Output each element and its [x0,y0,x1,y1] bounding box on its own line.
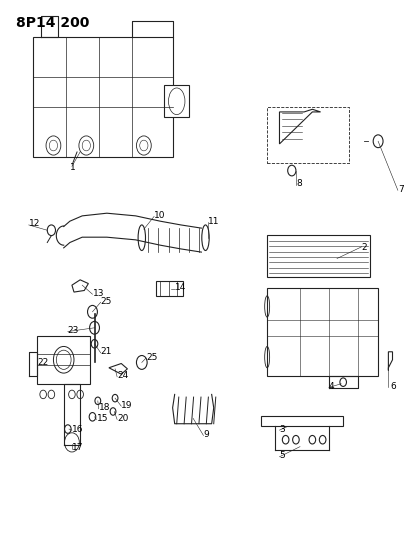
Text: 11: 11 [208,217,219,225]
Text: 13: 13 [92,289,104,297]
Text: 8: 8 [296,180,302,188]
FancyBboxPatch shape [164,85,189,117]
Text: 17: 17 [72,443,83,452]
FancyBboxPatch shape [37,336,90,384]
Text: 9: 9 [203,430,209,439]
Text: 6: 6 [390,382,396,391]
Text: 25: 25 [146,353,157,361]
FancyBboxPatch shape [33,37,173,157]
FancyBboxPatch shape [267,288,378,376]
Text: 15: 15 [97,414,108,423]
Text: 21: 21 [101,348,112,356]
Polygon shape [109,364,127,374]
Text: 25: 25 [101,297,112,305]
Polygon shape [72,280,88,292]
Text: 2: 2 [362,244,367,252]
Text: 8P14 200: 8P14 200 [16,16,90,30]
Polygon shape [261,416,343,426]
Polygon shape [279,109,321,144]
Text: 14: 14 [175,284,186,292]
Polygon shape [388,352,393,370]
Text: 5: 5 [279,451,285,460]
Text: 23: 23 [68,326,79,335]
Text: 7: 7 [399,185,404,193]
Text: 24: 24 [117,372,128,380]
FancyBboxPatch shape [156,281,183,296]
Text: 4: 4 [329,382,335,391]
Text: 18: 18 [99,403,110,412]
Text: 20: 20 [117,414,129,423]
Text: 19: 19 [121,401,133,409]
Text: 10: 10 [154,212,166,220]
Text: 16: 16 [72,425,83,433]
Text: 3: 3 [279,425,285,433]
Text: 1: 1 [70,164,76,172]
FancyBboxPatch shape [267,235,370,277]
Text: 22: 22 [37,358,48,367]
Text: 12: 12 [29,220,40,228]
